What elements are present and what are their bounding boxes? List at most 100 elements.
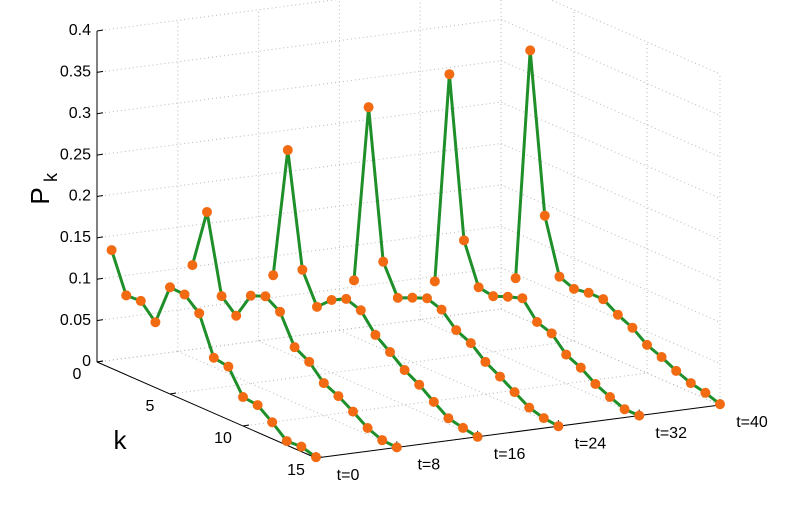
data-point <box>252 400 263 411</box>
x-axis <box>96 361 317 459</box>
data-point <box>245 290 256 301</box>
data-point <box>612 309 623 320</box>
z-tick <box>96 236 104 239</box>
data-point <box>289 342 300 353</box>
series-label: t=8 <box>417 457 440 474</box>
data-point <box>392 292 403 303</box>
z-tick-label: 0.05 <box>60 312 91 329</box>
data-point <box>465 338 476 349</box>
data-point <box>422 293 432 304</box>
x-tick-label: 10 <box>214 430 232 447</box>
data-point <box>223 361 234 372</box>
data-point <box>378 256 389 267</box>
data-point <box>524 402 535 413</box>
x-tick <box>242 424 250 427</box>
data-point <box>517 293 528 304</box>
data-point <box>443 413 454 424</box>
z-tick-label: 0.1 <box>69 270 91 287</box>
data-point <box>590 378 601 389</box>
data-point <box>208 352 219 363</box>
x-tick-label: 15 <box>287 462 305 479</box>
z-tick <box>96 29 104 32</box>
data-point <box>554 271 565 282</box>
data-point <box>429 276 440 287</box>
data-point <box>458 422 468 433</box>
data-point <box>546 328 557 339</box>
data-point <box>348 406 358 417</box>
x-tick-label: 5 <box>146 398 155 415</box>
data-point <box>569 283 579 294</box>
x-tick <box>169 392 177 395</box>
data-point <box>268 270 279 281</box>
grid-line <box>500 143 721 240</box>
data-point <box>238 392 248 403</box>
z-axis-label-main: P <box>25 187 55 204</box>
data-point <box>472 431 483 442</box>
data-point <box>525 45 536 56</box>
data-point <box>202 206 212 217</box>
z-tick-label: 0.15 <box>60 229 91 246</box>
data-point <box>715 399 725 410</box>
z-tick-label: 0.25 <box>60 146 91 163</box>
data-point <box>634 410 645 421</box>
data-point <box>605 392 615 403</box>
data-point <box>399 365 410 376</box>
data-point <box>414 379 425 390</box>
data-point <box>656 352 667 363</box>
z-tick-label: 0.3 <box>69 105 91 122</box>
x-tick <box>96 360 104 363</box>
data-point <box>275 306 285 317</box>
data-point <box>671 365 682 376</box>
data-point <box>619 404 630 415</box>
data-point <box>282 145 293 156</box>
data-point <box>363 102 374 113</box>
data-point <box>377 435 388 446</box>
grid-line <box>500 184 721 282</box>
data-point <box>598 294 609 305</box>
x-axis-label: k <box>114 425 128 455</box>
grid-line <box>96 18 502 73</box>
grid-line <box>419 319 640 417</box>
data-point <box>700 387 711 398</box>
z-tick-label: 0.2 <box>69 188 91 205</box>
series-label: t=32 <box>655 425 687 442</box>
data-point <box>385 347 395 358</box>
data-point <box>473 282 484 293</box>
grid-line <box>96 0 338 32</box>
data-point <box>583 287 594 298</box>
data-point <box>349 275 359 286</box>
data-point <box>539 210 550 221</box>
data-point <box>333 391 344 402</box>
data-point <box>165 282 175 293</box>
data-point <box>281 436 292 447</box>
data-point <box>510 273 521 284</box>
data-point <box>231 310 242 321</box>
grid-line <box>549 0 721 75</box>
data-point <box>532 316 542 327</box>
grid-line <box>96 60 502 115</box>
data-point <box>267 417 278 428</box>
data-point <box>304 356 315 367</box>
data-point <box>436 304 447 315</box>
data-point <box>362 422 373 433</box>
grid-line <box>177 350 398 448</box>
z-tick <box>96 319 104 322</box>
data-point <box>627 322 638 333</box>
data-point <box>509 387 520 398</box>
data-point <box>488 291 499 302</box>
grid-line <box>500 101 721 199</box>
data-point <box>355 305 366 316</box>
data-point <box>444 69 455 80</box>
data-point <box>312 301 322 312</box>
data-point <box>194 308 205 319</box>
data-point <box>135 295 146 306</box>
grid-line <box>339 329 559 427</box>
series-label: t=0 <box>337 467 360 484</box>
data-point <box>407 292 418 303</box>
z-tick <box>96 70 104 73</box>
z-tick <box>96 195 104 197</box>
z-axis-label: P k <box>25 172 61 205</box>
data-point <box>150 317 161 328</box>
z-tick-label: 0 <box>82 353 91 370</box>
